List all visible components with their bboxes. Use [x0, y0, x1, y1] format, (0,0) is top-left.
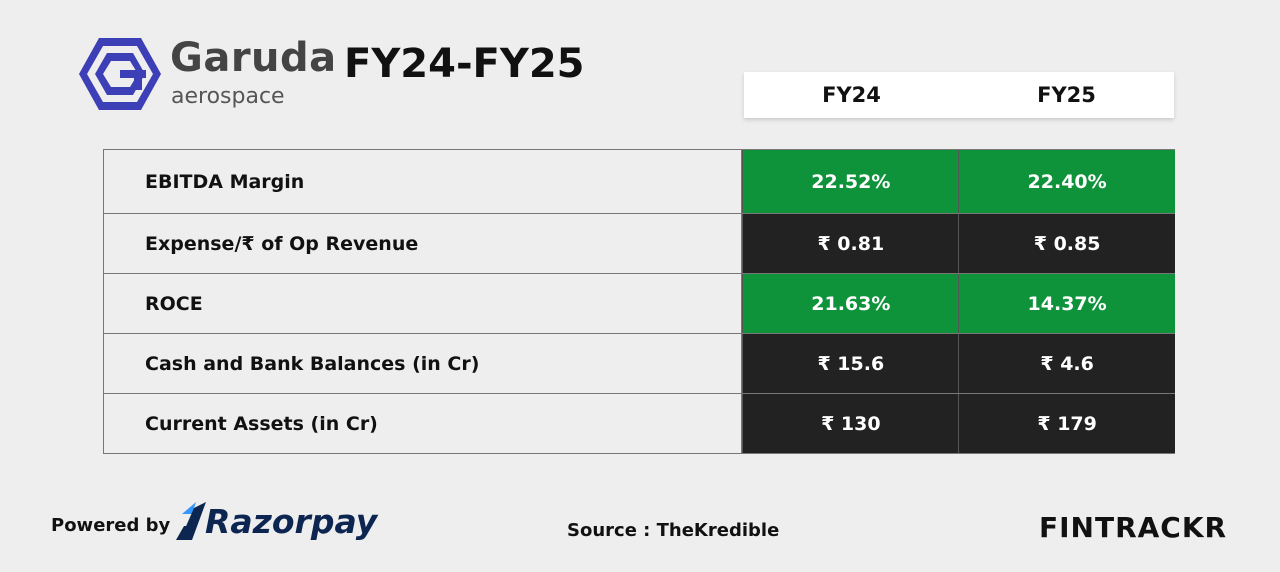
table-row: EBITDA Margin 22.52% 22.40% [103, 150, 1176, 214]
page-title: FY24-FY25 [344, 41, 585, 87]
razorpay-wordmark: Razorpay [205, 502, 378, 541]
table-row: Current Assets (in Cr) ₹ 130 ₹ 179 [103, 394, 1176, 453]
table-row: Expense/₹ of Op Revenue ₹ 0.81 ₹ 0.85 [103, 214, 1176, 274]
column-header-fy24: FY24 [822, 83, 881, 107]
source-label: Source : TheKredible [567, 520, 780, 541]
row-label: Cash and Bank Balances (in Cr) [103, 334, 743, 393]
value-cell: ₹ 130 [742, 394, 959, 453]
row-label: Expense/₹ of Op Revenue [103, 214, 743, 273]
value-cell: 21.63% [742, 274, 959, 333]
value-cell: 22.40% [958, 150, 1176, 213]
row-label: ROCE [103, 274, 743, 333]
column-header-fy25: FY25 [1037, 83, 1096, 107]
garuda-logo-icon [79, 38, 161, 110]
brand-subtitle: aerospace [171, 84, 285, 109]
value-cell: ₹ 4.6 [958, 334, 1176, 393]
fintrackr-logo: FINTRACKR [1039, 511, 1228, 544]
value-cell: ₹ 15.6 [742, 334, 959, 393]
value-cell: 22.52% [742, 150, 959, 213]
row-label: EBITDA Margin [103, 150, 743, 213]
value-cell: ₹ 0.81 [742, 214, 959, 273]
value-cell: ₹ 179 [958, 394, 1176, 453]
razorpay-logo-icon [176, 502, 206, 540]
value-cell: 14.37% [958, 274, 1176, 333]
metrics-table: EBITDA Margin 22.52% 22.40% Expense/₹ of… [103, 149, 1176, 454]
table-row: ROCE 21.63% 14.37% [103, 274, 1176, 334]
row-label: Current Assets (in Cr) [103, 394, 743, 453]
brand-name: Garuda [170, 35, 337, 81]
column-headers: FY24 FY25 [744, 72, 1174, 118]
value-cell: ₹ 0.85 [958, 214, 1176, 273]
powered-by-label: Powered by [51, 515, 171, 536]
table-row: Cash and Bank Balances (in Cr) ₹ 15.6 ₹ … [103, 334, 1176, 394]
